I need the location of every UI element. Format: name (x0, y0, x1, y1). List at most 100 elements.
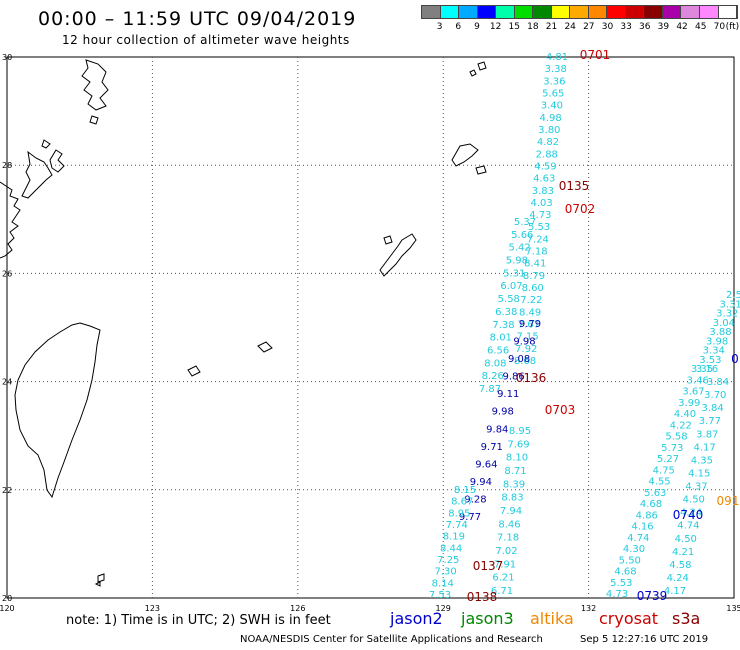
wave-height-value: 8.44 (440, 543, 462, 554)
colorbar-label: 15 (508, 22, 520, 32)
satellite-name-jason3: jason3 (461, 609, 514, 628)
wave-height-value: 3.35 (691, 364, 713, 375)
okinawa-coastline (379, 233, 417, 277)
lat-tick-label: 30 (2, 53, 12, 62)
pass-time-label: 0135 (559, 179, 590, 193)
wave-height-value: 7.15 (516, 332, 538, 343)
wave-height-value: 4.73 (606, 589, 628, 600)
wave-height-value: 7.30 (434, 567, 456, 578)
colorbar-label: 27 (583, 22, 595, 32)
wave-height-value: 4.82 (537, 137, 559, 148)
wave-height-value: 5.73 (661, 443, 683, 454)
pass-time-label: 0703 (545, 403, 576, 417)
wave-height-value: 3.77 (699, 416, 721, 427)
wave-height-value: 4.16 (631, 522, 653, 533)
wave-height-value: 9.77 (459, 512, 481, 523)
wave-height-value: 3.84 (707, 377, 729, 388)
wave-height-value: 3.80 (538, 125, 560, 136)
colorbar-swatch (496, 6, 515, 18)
wave-height-value: 5.65 (542, 89, 564, 100)
wave-height-value: 4.24 (667, 573, 689, 584)
wave-height-value: 7.18 (525, 247, 547, 258)
wave-height-value: 4.63 (533, 174, 555, 185)
wave-height-value: 4.74 (627, 533, 649, 544)
colorbar-label: 39 (657, 22, 670, 32)
wave-height-value: 4.21 (672, 547, 694, 558)
wave-height-value: 8.39 (503, 479, 525, 490)
pass-time-label: 0702 (565, 202, 596, 216)
colorbar-label: 36 (639, 22, 651, 32)
colorbar-label: 30 (601, 22, 614, 32)
coastlines (0, 59, 487, 587)
wave-height-value: 8.60 (522, 283, 544, 294)
wave-height-value: 7.53 (429, 590, 451, 601)
units-note: note: 1) Time is in UTC; 2) SWH is in fe… (66, 613, 331, 628)
wave-height-value: 9.79 (519, 319, 541, 330)
colorbar-swatch (662, 6, 682, 18)
wave-height-value: 3.84 (701, 403, 723, 414)
wave-height-value: 3.98 (706, 336, 728, 347)
wave-height-value: 9.84 (486, 424, 508, 435)
colorbar-label: 12 (489, 22, 502, 32)
colorbar-label: 70 (713, 22, 726, 32)
wave-height-value: 9.94 (470, 477, 492, 488)
colorbar-swatch (625, 6, 645, 18)
sakishima-coastline (257, 341, 273, 353)
colorbar-label: 24 (564, 22, 576, 32)
wave-height-value: 7.22 (520, 295, 542, 306)
pass-time-label: 0138 (467, 590, 498, 604)
wave-height-value: 9.71 (481, 442, 503, 453)
wave-height-value: 6.56 (487, 346, 509, 357)
axis-labels: 120 123 126 129 132 135 30 28 26 24 22 20 (0, 53, 740, 613)
wave-height-value: 4.50 (675, 534, 697, 545)
wave-height-value: 6.71 (491, 586, 513, 597)
wave-height-value: 4.59 (534, 161, 556, 172)
wave-height-value: 9.98 (513, 337, 535, 348)
pass-time-label: 0740 (673, 508, 704, 522)
colorbar-swatch (588, 6, 608, 18)
wave-height-value: 8.19 (443, 532, 465, 543)
wave-height-value: 7.87 (479, 384, 501, 395)
wave-height-value: 3.36 (543, 76, 565, 87)
wave-height-value: 4.75 (653, 465, 675, 476)
wave-height-value: 5.53 (610, 578, 632, 589)
wave-height-value: 4.37 (685, 482, 707, 493)
pass-time-label: 0137 (473, 559, 504, 573)
lon-tick-label: 123 (145, 604, 160, 613)
wave-height-value: 7.02 (495, 546, 517, 557)
wave-height-value: 2.88 (536, 149, 558, 160)
wave-height-value: 9.86 (502, 372, 524, 383)
wave-height-value: 4.68 (614, 567, 636, 578)
wave-height-value: 9.98 (492, 407, 514, 418)
lat-tick-label: 26 (2, 269, 12, 278)
colorbar-swatch (551, 6, 571, 18)
wave-height-value: 5.98 (506, 256, 528, 267)
wave-height-value: 3.40 (541, 101, 563, 112)
wave-height-value: 4.73 (529, 210, 551, 221)
colorbar-swatch (570, 6, 589, 18)
wave-height-value: 5.63 (644, 488, 666, 499)
china-coastline (0, 181, 21, 259)
lon-tick-label: 135 (726, 604, 740, 613)
wave-height-value: 9.64 (475, 459, 497, 470)
wave-height-value: 4.98 (539, 113, 561, 124)
wave-height-value: 3.70 (704, 390, 726, 401)
wave-height-value: 4.50 (683, 495, 705, 506)
lat-tick-label: 28 (2, 161, 12, 170)
wave-height-value: 4.74 (677, 521, 699, 532)
wave-height-value: 8.10 (506, 453, 528, 464)
colorbar-label: 21 (545, 22, 558, 32)
wave-height-value: 3.87 (696, 429, 718, 440)
wave-height-value: 5.58 (665, 432, 687, 443)
lon-tick-label: 120 (0, 604, 15, 613)
wave-height-value: 7.69 (507, 439, 529, 450)
wave-height-value: 8.68 (514, 356, 536, 367)
wave-height-value: 3.67 (682, 387, 704, 398)
colorbar-swatch (514, 6, 534, 18)
colorbar-swatch (607, 6, 626, 18)
wave-height-value: 9.08 (508, 354, 530, 365)
pass-time-label: 0 (731, 352, 739, 366)
wave-height-value: 4.81 (546, 52, 568, 63)
wave-height-value: 8.71 (504, 466, 526, 477)
